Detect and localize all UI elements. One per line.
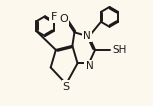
Text: F: F [50, 12, 57, 22]
Text: SH: SH [112, 45, 127, 55]
Text: S: S [63, 82, 70, 92]
Text: N: N [83, 31, 90, 41]
Text: O: O [59, 14, 68, 24]
Text: N: N [86, 61, 93, 71]
